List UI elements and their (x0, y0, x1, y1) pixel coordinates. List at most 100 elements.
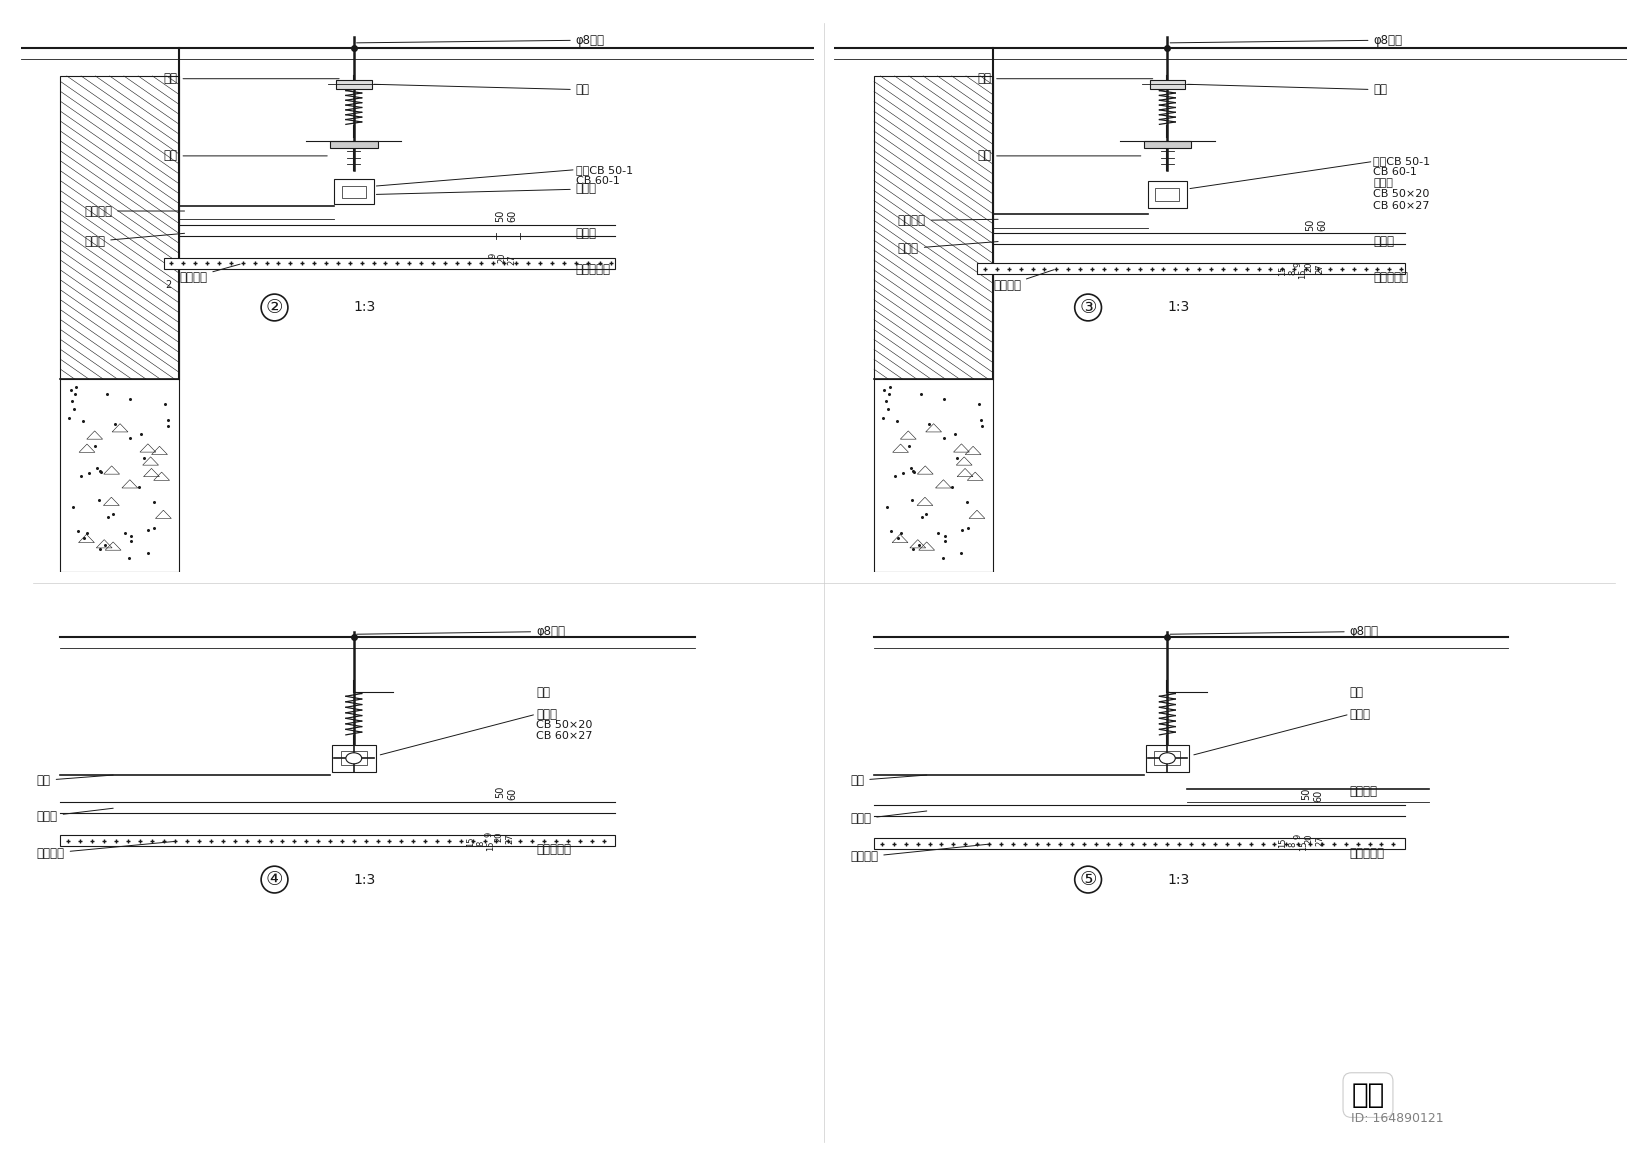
Text: 自攻螺丝: 自攻螺丝 (850, 843, 990, 863)
Text: 1:3: 1:3 (354, 301, 376, 315)
Text: 螺栓: 螺栓 (977, 149, 1140, 162)
Text: 50: 50 (1302, 788, 1312, 800)
Text: 15: 15 (486, 840, 496, 850)
Text: CB 60-1: CB 60-1 (1373, 168, 1417, 177)
Text: ②: ② (265, 298, 283, 317)
Text: 15: 15 (466, 836, 475, 847)
Bar (873, 76, 994, 379)
Text: 60: 60 (508, 788, 517, 799)
Text: 9: 9 (488, 253, 498, 257)
Bar (1150, 80, 1185, 89)
Text: 横撑龙骨: 横撑龙骨 (1350, 785, 1378, 798)
Bar (1155, 188, 1180, 202)
Text: 20: 20 (498, 252, 506, 262)
Text: 9: 9 (1294, 834, 1302, 839)
Text: 自攻螺丝: 自攻螺丝 (180, 264, 241, 283)
Circle shape (346, 753, 361, 764)
Text: 横撑龙骨: 横撑龙骨 (898, 214, 999, 227)
Text: 20: 20 (494, 832, 503, 842)
Text: CB 50×20: CB 50×20 (536, 720, 593, 730)
Text: ④: ④ (265, 870, 283, 889)
Text: 15: 15 (1299, 841, 1309, 852)
Text: φ8钢筋: φ8钢筋 (356, 624, 565, 638)
Text: 20: 20 (1304, 261, 1313, 271)
Text: 27: 27 (506, 833, 514, 845)
Text: 插挂件: 插挂件 (898, 241, 999, 255)
Text: CB 60-1: CB 60-1 (575, 176, 620, 185)
Text: 主龙骨: 主龙骨 (1373, 178, 1393, 189)
Text: 纸面石膏板: 纸面石膏板 (575, 263, 611, 276)
Text: 2: 2 (165, 281, 171, 290)
Bar (330, 141, 377, 148)
Text: 垫圈: 垫圈 (1188, 83, 1388, 97)
Text: 次龙骨: 次龙骨 (36, 809, 114, 822)
Text: φ8钢筋: φ8钢筋 (1170, 624, 1379, 638)
Text: 27: 27 (1315, 835, 1323, 846)
Text: 60: 60 (508, 210, 517, 221)
Text: 垫圈: 垫圈 (374, 83, 590, 97)
Text: 27: 27 (508, 254, 517, 264)
Text: 自攻螺丝: 自攻螺丝 (994, 270, 1053, 292)
Bar (335, 179, 374, 204)
Bar (341, 751, 368, 765)
Text: 50: 50 (1305, 219, 1315, 231)
Text: ID: 164890121: ID: 164890121 (1351, 1111, 1444, 1125)
Text: 知末: 知末 (1351, 1081, 1384, 1109)
Text: CB 50×20: CB 50×20 (1373, 190, 1430, 199)
Text: φ8钢筋: φ8钢筋 (356, 34, 605, 47)
Text: 吊件: 吊件 (536, 686, 550, 699)
Text: 挂件: 挂件 (850, 774, 926, 786)
Bar (1145, 744, 1190, 772)
Text: 1:3: 1:3 (1167, 301, 1190, 315)
Text: 纸面石膏板: 纸面石膏板 (1373, 270, 1409, 283)
Text: 纸面石膏板: 纸面石膏板 (536, 842, 572, 856)
Text: 自攻螺丝: 自攻螺丝 (36, 841, 176, 860)
Text: 1:3: 1:3 (354, 873, 376, 887)
Text: 8: 8 (476, 841, 485, 847)
Text: 吊件CB 50-1: 吊件CB 50-1 (575, 164, 633, 175)
Text: 8: 8 (1289, 269, 1297, 275)
Text: 20: 20 (1304, 833, 1313, 843)
Text: 螺母: 螺母 (977, 72, 1152, 85)
Text: 8: 8 (1289, 841, 1297, 847)
Text: 横撑龙骨: 横撑龙骨 (84, 205, 185, 218)
Bar (61, 76, 180, 379)
Bar (61, 835, 615, 847)
Text: 纸面石膏板: 纸面石膏板 (1350, 847, 1384, 860)
Bar (1147, 181, 1187, 209)
Text: 挂件: 挂件 (36, 774, 114, 786)
Bar (873, 839, 1406, 849)
Text: 主龙骨: 主龙骨 (376, 183, 597, 196)
Text: 15: 15 (1277, 838, 1287, 848)
Bar (1144, 141, 1192, 148)
Bar (336, 80, 372, 89)
Text: CB 60×27: CB 60×27 (536, 732, 593, 741)
Text: 60: 60 (1317, 219, 1327, 231)
Text: 15: 15 (1297, 269, 1307, 280)
Text: 主龙骨: 主龙骨 (536, 707, 557, 721)
Text: φ8钢筋: φ8钢筋 (1170, 34, 1402, 47)
Text: ③: ③ (1079, 298, 1098, 317)
Bar (163, 257, 615, 269)
Text: 50: 50 (496, 785, 506, 798)
Bar (873, 379, 994, 572)
Text: 吊件CB 50-1: 吊件CB 50-1 (1373, 156, 1430, 167)
Bar (977, 263, 1406, 275)
Bar (341, 185, 366, 198)
Bar (61, 379, 180, 572)
Text: 1:3: 1:3 (1167, 873, 1190, 887)
Text: 螺栓: 螺栓 (163, 149, 328, 162)
Text: 9: 9 (485, 832, 493, 836)
Text: 15: 15 (1277, 266, 1287, 276)
Text: 次龙骨: 次龙骨 (1373, 235, 1394, 248)
Circle shape (1160, 753, 1175, 764)
Text: 60: 60 (1313, 790, 1323, 803)
Text: CB 60×27: CB 60×27 (1373, 200, 1430, 211)
Text: 螺母: 螺母 (163, 72, 339, 85)
Text: 插挂件: 插挂件 (84, 233, 185, 248)
Text: 吊件: 吊件 (1350, 686, 1363, 699)
Text: 主龙骨: 主龙骨 (1350, 707, 1371, 721)
Text: 次龙骨: 次龙骨 (575, 226, 597, 240)
Text: ⑤: ⑤ (1079, 870, 1098, 889)
Bar (331, 744, 376, 772)
